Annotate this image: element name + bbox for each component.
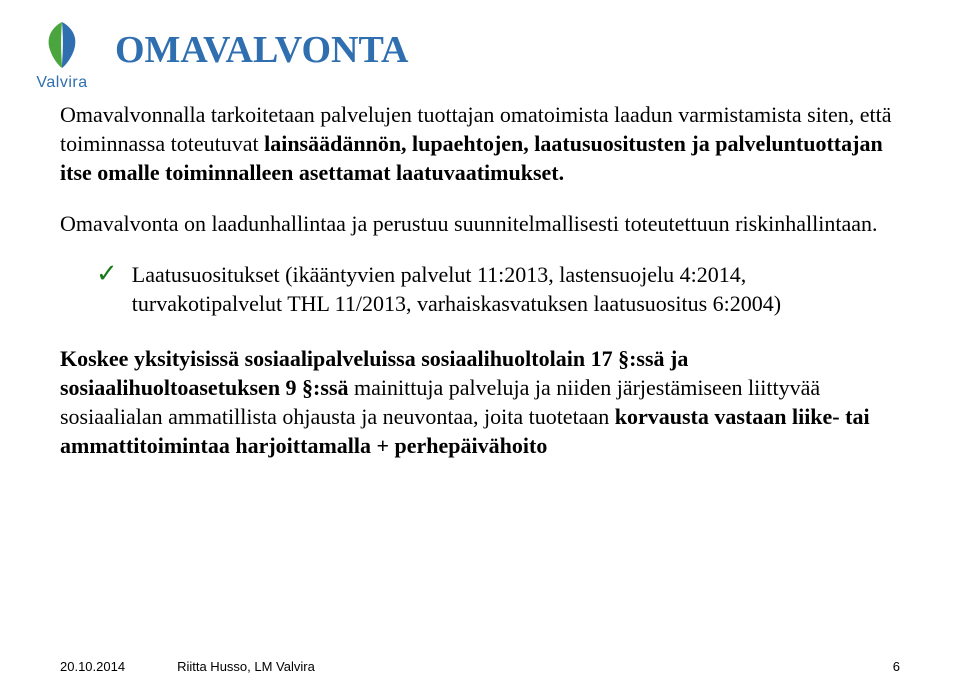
checkmark-icon: ✓ [96, 260, 118, 287]
slide: Valvira OMAVALVONTA Omavalvonnalla tarko… [0, 0, 960, 694]
brand-name: Valvira [22, 74, 102, 92]
footer-date: 20.10.2014 [60, 659, 125, 674]
footer-left: 20.10.2014 Riitta Husso, LM Valvira [60, 659, 315, 674]
logo-mark-icon [35, 18, 89, 72]
footer-author: Riitta Husso, LM Valvira [177, 659, 315, 674]
slide-footer: 20.10.2014 Riitta Husso, LM Valvira 6 [60, 659, 900, 674]
closing-paragraph: Koskee yksityisissä sosiaalipalveluissa … [60, 344, 900, 460]
slide-body: Omavalvonnalla tarkoitetaan palvelujen t… [60, 100, 900, 460]
paragraph-2: Omavalvonta on laadunhallintaa ja perust… [60, 209, 900, 238]
footer-page-number: 6 [893, 659, 900, 674]
paragraph-1: Omavalvonnalla tarkoitetaan palvelujen t… [60, 100, 900, 187]
checklist-text: Laatusuositukset (ikääntyvien palvelut 1… [132, 260, 900, 318]
checklist-item: ✓ Laatusuositukset (ikääntyvien palvelut… [96, 260, 900, 318]
slide-title: OMAVALVONTA [115, 28, 900, 72]
brand-logo: Valvira [22, 18, 102, 92]
